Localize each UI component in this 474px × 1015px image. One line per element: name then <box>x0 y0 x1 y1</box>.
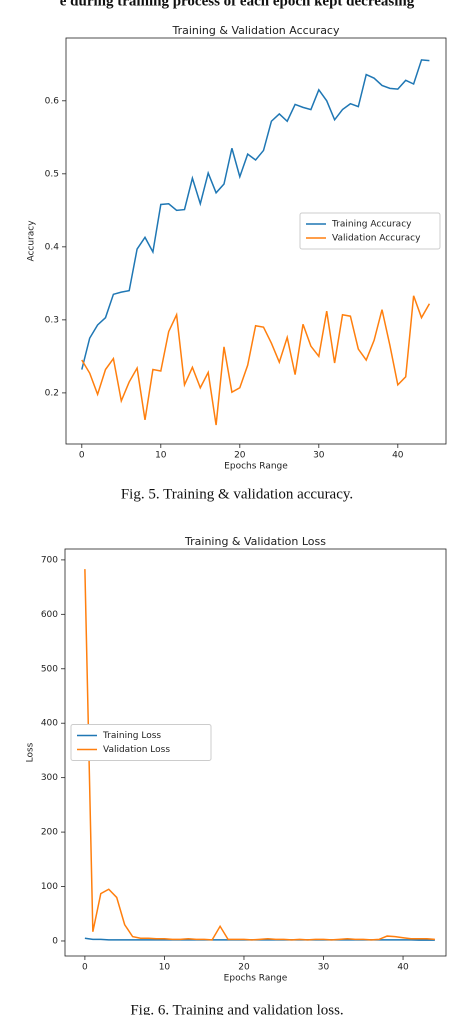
x-tick-label: 0 <box>79 451 85 461</box>
y-tick-label: 0.3 <box>45 315 59 325</box>
figure-caption: Fig. 5. Training & validation accuracy. <box>121 486 353 502</box>
x-tick-label: 40 <box>397 963 409 973</box>
y-tick-label: 0 <box>52 936 58 946</box>
x-axis-label: Epochs Range <box>224 462 288 472</box>
legend-label: Training Loss <box>102 731 161 741</box>
legend-label: Validation Accuracy <box>332 234 421 244</box>
x-tick-label: 20 <box>238 963 250 973</box>
y-tick-label: 400 <box>41 719 58 729</box>
y-tick-label: 200 <box>41 828 58 838</box>
y-tick-label: 300 <box>41 773 58 783</box>
y-tick-label: 0.4 <box>45 242 60 252</box>
y-tick-label: 0.2 <box>45 388 59 398</box>
y-axis-label: Loss <box>26 742 36 762</box>
series-line <box>84 569 435 941</box>
y-tick-label: 100 <box>41 882 58 892</box>
y-tick-label: 0.6 <box>45 96 60 106</box>
series-line <box>81 295 431 426</box>
legend-label: Training Accuracy <box>331 220 412 230</box>
y-tick-label: 600 <box>41 610 58 620</box>
y-axis-label: Accuracy <box>27 220 37 262</box>
x-tick-label: 10 <box>159 963 171 973</box>
chart-title: Training & Validation Accuracy <box>171 24 339 37</box>
x-tick-label: 30 <box>318 963 330 973</box>
legend-box <box>70 724 212 761</box>
x-tick-label: 0 <box>82 963 88 973</box>
x-axis-label: Epochs Range <box>224 974 288 984</box>
series-line <box>81 59 430 370</box>
legend-label: Validation Loss <box>103 745 170 755</box>
x-tick-label: 40 <box>392 451 404 461</box>
plot-frame <box>65 37 447 445</box>
x-tick-label: 10 <box>155 451 167 461</box>
chart-title: Training & Validation Loss <box>184 535 326 548</box>
header-text: e during training process of each epoch … <box>60 0 415 9</box>
y-tick-label: 0.5 <box>45 169 59 179</box>
x-tick-label: 30 <box>313 451 325 461</box>
figure-caption: Fig. 6. Training and validation loss. <box>130 1002 343 1015</box>
y-tick-label: 500 <box>41 664 58 674</box>
y-tick-label: 700 <box>41 555 58 565</box>
plot-frame <box>64 548 447 957</box>
x-tick-label: 20 <box>234 451 246 461</box>
legend-box <box>299 212 441 250</box>
